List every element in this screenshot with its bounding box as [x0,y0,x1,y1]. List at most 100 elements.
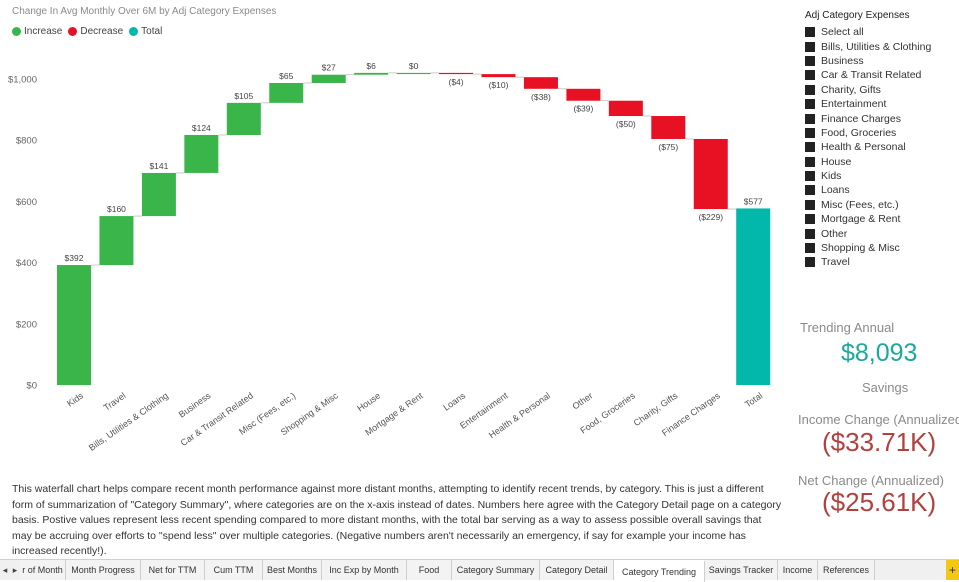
legend-label-decrease: Decrease [80,26,124,37]
add-page-button[interactable]: + [946,560,959,580]
slicer-item[interactable]: House [805,155,955,169]
x-tick-label: Travel [102,390,128,412]
data-label: ($50) [616,119,636,129]
slicer-item[interactable]: Car & Transit Related [805,68,955,82]
tab-inc-exp-by-month[interactable]: Inc Exp by Month [322,560,407,580]
tab-best-months[interactable]: Best Months [263,560,322,580]
y-tick-label: $200 [16,319,37,330]
checkbox-icon[interactable] [805,142,815,153]
chart-title: Change In Avg Monthly Over 6M by Adj Cat… [12,6,277,17]
data-label: ($38) [531,92,551,102]
tab-food[interactable]: Food [407,560,452,580]
slicer-item-label: Kids [821,170,842,183]
waterfall-chart: $0 $200 $400 $600 $800 $1,000 $392 Kids $160 Trav… [8,61,771,453]
x-tick-label: Car & Transit Related [179,390,255,448]
slicer-item[interactable]: Misc (Fees, etc.) [805,198,955,212]
checkbox-icon[interactable] [805,243,815,254]
slicer-item[interactable]: Select all [805,25,955,39]
waterfall-bar [566,88,601,101]
checkbox-icon[interactable] [805,41,815,52]
slicer-item[interactable]: Entertainment [805,97,955,111]
slicer-list: Select all Bills, Utilities & Clothing Bus… [805,25,955,270]
waterfall-bar [439,72,474,75]
y-tick-label: $600 [16,197,37,208]
checkbox-icon[interactable] [805,185,815,196]
checkbox-icon[interactable] [805,70,815,81]
checkbox-icon[interactable] [805,214,815,225]
slicer-item[interactable]: Food, Groceries [805,126,955,140]
chart-legend: Increase Decrease Total [12,26,162,37]
tab-month-progress[interactable]: Month Progress [66,560,141,580]
category-slicer: Adj Category Expenses Select all Bills, U… [805,10,955,270]
legend-dot-decrease [68,27,78,36]
waterfall-bar [693,138,728,210]
legend-label-total: Total [141,26,163,37]
tab-category-detail[interactable]: Category Detail [540,560,614,580]
slicer-item-label: Car & Transit Related [821,69,922,82]
slicer-item[interactable]: Charity, Gifts [805,83,955,97]
tab-category-trending[interactable]: Category Trending [614,560,705,582]
legend-item-increase[interactable]: Increase [12,26,62,37]
waterfall-bar [608,100,643,117]
x-tick-label: Loans [441,390,467,413]
income-change-label: Income Change (Annualized) [798,412,959,427]
checkbox-icon[interactable] [805,171,815,182]
slicer-item-label: Health & Personal [821,141,906,154]
waterfall-bar [57,265,91,385]
tab-scroll-left-icon[interactable]: ◂ [2,565,8,575]
slicer-item[interactable]: Shopping & Misc [805,241,955,255]
data-label: $141 [149,161,168,171]
data-label: $577 [744,196,763,206]
waterfall-bar [141,172,176,217]
tab-r-of-month[interactable]: r of Month [20,560,66,580]
trending-annual-label: Trending Annual [800,320,895,335]
x-tick-label: Total [743,390,764,409]
slicer-item[interactable]: Other [805,226,955,240]
checkbox-icon[interactable] [805,156,815,167]
tab-income[interactable]: Income [778,560,818,580]
data-label: $65 [279,71,293,81]
waterfall-bar [354,72,389,75]
slicer-item[interactable]: Kids [805,169,955,183]
tab-cum-ttm[interactable]: Cum TTM [205,560,263,580]
tab-net-for-ttm[interactable]: Net for TTM [141,560,205,580]
tab-category-summary[interactable]: Category Summary [452,560,540,580]
slicer-item[interactable]: Mortgage & Rent [805,212,955,226]
net-change-value: ($25.61K) [822,487,937,517]
slicer-item[interactable]: Business [805,54,955,68]
legend-item-total[interactable]: Total [129,26,162,37]
checkbox-icon[interactable] [805,84,815,95]
checkbox-icon[interactable] [805,99,815,110]
waterfall-bar [736,208,771,385]
legend-dot-total [129,27,139,36]
net-change-label: Net Change (Annualized) [798,473,944,488]
slicer-item[interactable]: Finance Charges [805,111,955,125]
slicer-item-label: House [821,155,852,168]
slicer-item[interactable]: Bills, Utilities & Clothing [805,39,955,53]
checkbox-icon[interactable] [805,55,815,66]
slicer-item-label: Entertainment [821,98,887,111]
checkbox-icon[interactable] [805,228,815,239]
data-label: ($4) [448,77,463,87]
checkbox-icon[interactable] [805,257,815,268]
waterfall-bar [311,74,346,83]
checkbox-icon[interactable] [805,113,815,124]
tab-scroll-right-icon[interactable]: ▸ [12,565,18,575]
legend-dot-increase [12,27,21,36]
legend-item-decrease[interactable]: Decrease [68,26,123,37]
chart-description: This waterfall chart helps compare recen… [12,483,782,557]
x-tick-label: Business [177,390,213,419]
tab-savings-tracker[interactable]: Savings Tracker [705,560,778,580]
slicer-item-label: Shopping & Misc [821,242,900,255]
slicer-item-label: Mortgage & Rent [821,213,901,226]
legend-label-increase: Increase [24,26,63,37]
checkbox-icon[interactable] [805,127,815,138]
slicer-item[interactable]: Loans [805,183,955,197]
slicer-item[interactable]: Travel [805,255,955,269]
checkbox-icon[interactable] [805,27,815,38]
x-tick-label: Other [570,390,594,411]
tab-references[interactable]: References [818,560,875,580]
slicer-item[interactable]: Health & Personal [805,140,955,154]
checkbox-icon[interactable] [805,199,815,210]
waterfall-bar [481,74,516,78]
